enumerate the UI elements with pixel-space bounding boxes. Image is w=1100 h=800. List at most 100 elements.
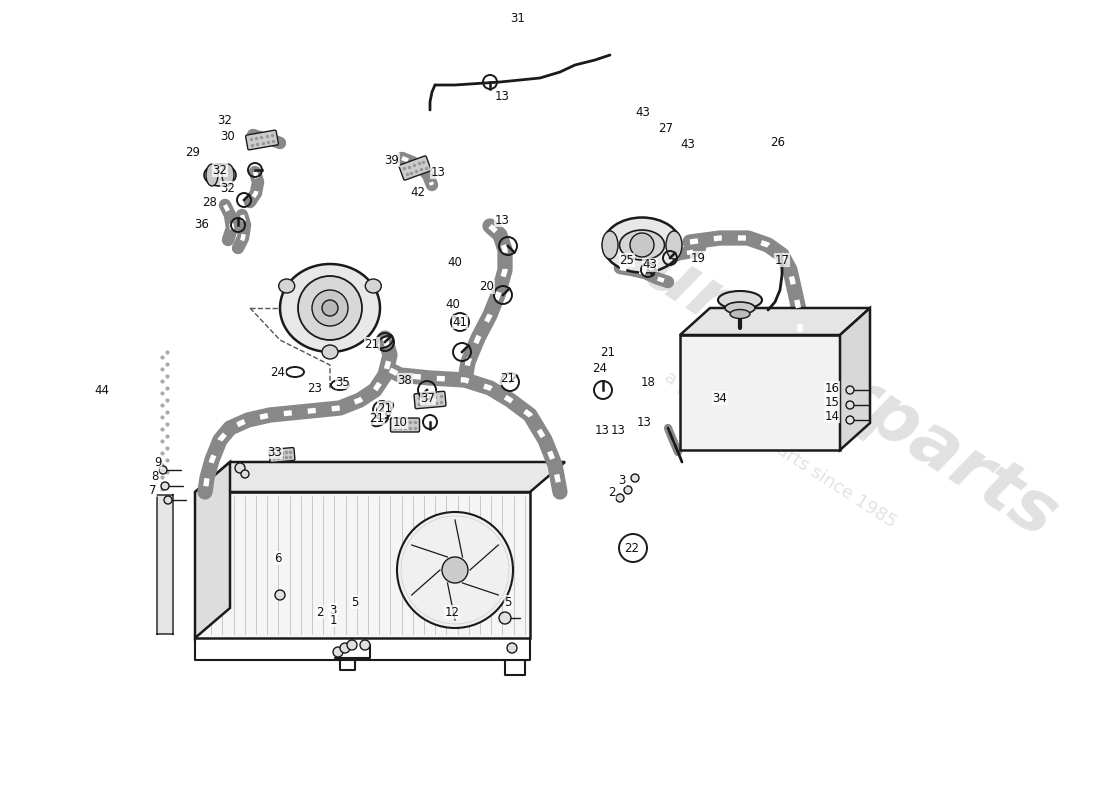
Text: 21: 21 (500, 371, 516, 385)
Text: 43: 43 (642, 258, 658, 271)
Circle shape (442, 557, 468, 583)
Text: 13: 13 (430, 166, 446, 178)
Circle shape (846, 401, 854, 409)
Circle shape (161, 482, 169, 490)
Circle shape (846, 416, 854, 424)
Polygon shape (195, 492, 530, 638)
Circle shape (846, 386, 854, 394)
Ellipse shape (730, 310, 750, 318)
FancyBboxPatch shape (157, 494, 173, 635)
Circle shape (630, 233, 654, 257)
Text: 17: 17 (774, 254, 790, 266)
Text: 32: 32 (221, 182, 235, 194)
Text: 42: 42 (410, 186, 426, 199)
Text: 41: 41 (452, 315, 468, 329)
Ellipse shape (666, 231, 682, 259)
Ellipse shape (718, 291, 762, 309)
Text: 32: 32 (212, 163, 228, 177)
Ellipse shape (278, 279, 295, 293)
Ellipse shape (222, 164, 234, 186)
Text: 13: 13 (637, 415, 651, 429)
Circle shape (340, 643, 350, 653)
Text: 2: 2 (317, 606, 323, 618)
Circle shape (298, 276, 362, 340)
Text: 18: 18 (640, 375, 656, 389)
Text: 5: 5 (504, 595, 512, 609)
Text: 21: 21 (377, 402, 393, 414)
Text: 37: 37 (420, 391, 436, 405)
Text: 21: 21 (364, 338, 380, 350)
Text: 1: 1 (329, 614, 337, 626)
Circle shape (312, 290, 348, 326)
Text: 30: 30 (221, 130, 235, 143)
Text: 24: 24 (271, 366, 286, 378)
Text: 36: 36 (195, 218, 209, 231)
Ellipse shape (619, 230, 664, 260)
Text: 34: 34 (713, 391, 727, 405)
FancyBboxPatch shape (399, 156, 431, 180)
Polygon shape (840, 308, 870, 450)
Text: 22: 22 (625, 542, 639, 554)
Text: 40: 40 (446, 298, 461, 311)
Text: a passion for parts since 1985: a passion for parts since 1985 (661, 368, 899, 532)
Ellipse shape (322, 345, 338, 359)
Text: 21: 21 (601, 346, 616, 358)
Text: 10: 10 (393, 415, 407, 429)
Text: 12: 12 (444, 606, 460, 618)
Text: 7: 7 (150, 483, 156, 497)
Text: 5: 5 (351, 595, 359, 609)
Ellipse shape (603, 218, 681, 273)
Circle shape (322, 300, 338, 316)
Polygon shape (680, 308, 870, 335)
FancyBboxPatch shape (245, 130, 278, 150)
Circle shape (397, 512, 513, 628)
Circle shape (616, 494, 624, 502)
Polygon shape (195, 462, 230, 638)
Text: 28: 28 (202, 197, 218, 210)
FancyBboxPatch shape (270, 447, 295, 462)
Text: 43: 43 (636, 106, 650, 119)
Polygon shape (680, 335, 840, 450)
Ellipse shape (280, 264, 380, 352)
Text: 40: 40 (448, 255, 462, 269)
FancyBboxPatch shape (390, 418, 419, 432)
Circle shape (507, 643, 517, 653)
Ellipse shape (602, 231, 618, 259)
Text: 32: 32 (218, 114, 232, 126)
Text: 26: 26 (770, 135, 785, 149)
Text: 3: 3 (618, 474, 626, 486)
Polygon shape (195, 462, 565, 492)
Text: 20: 20 (480, 281, 494, 294)
Circle shape (499, 612, 512, 624)
Text: 39: 39 (385, 154, 399, 166)
Circle shape (275, 590, 285, 600)
Text: 35: 35 (336, 375, 351, 389)
Text: 14: 14 (825, 410, 839, 422)
Circle shape (624, 486, 632, 494)
Text: 44: 44 (95, 383, 110, 397)
Text: 9: 9 (154, 455, 162, 469)
FancyBboxPatch shape (414, 391, 446, 409)
Ellipse shape (204, 164, 236, 186)
Text: 13: 13 (595, 423, 609, 437)
Circle shape (346, 640, 358, 650)
Text: 31: 31 (510, 11, 526, 25)
Text: eurocarparts: eurocarparts (591, 208, 1069, 552)
Text: 43: 43 (681, 138, 695, 151)
Text: 24: 24 (593, 362, 607, 374)
Text: 15: 15 (825, 395, 839, 409)
Text: 27: 27 (659, 122, 673, 134)
Text: 33: 33 (267, 446, 283, 458)
Text: 13: 13 (610, 423, 626, 437)
Text: 8: 8 (152, 470, 158, 482)
Ellipse shape (725, 302, 755, 314)
Text: 3: 3 (329, 603, 337, 617)
Text: 13: 13 (495, 214, 509, 226)
Text: 29: 29 (186, 146, 200, 158)
Text: 23: 23 (308, 382, 322, 394)
Text: 38: 38 (397, 374, 412, 386)
Text: 25: 25 (619, 254, 635, 266)
Text: 2: 2 (608, 486, 616, 498)
Text: 6: 6 (274, 551, 282, 565)
Circle shape (360, 640, 370, 650)
